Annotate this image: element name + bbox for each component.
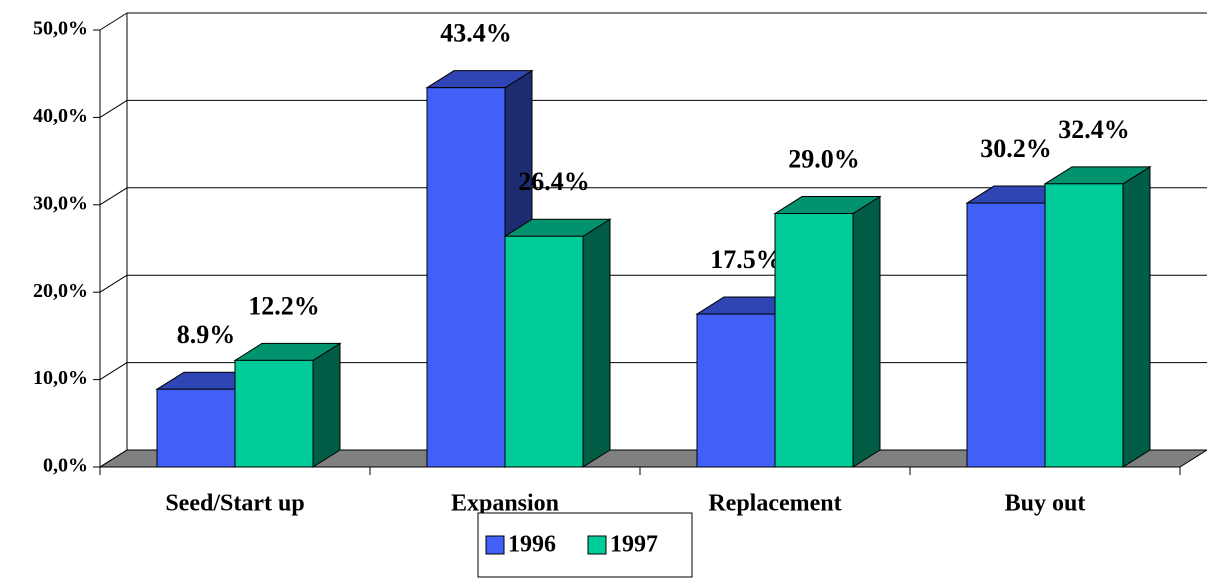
value-label: 17.5% [710,245,782,274]
value-label: 26.4% [518,167,590,196]
bar [504,235,584,468]
bar-side [1122,165,1151,468]
x-tick-label: Expansion [451,491,559,517]
bar-side [582,218,611,468]
grid-line-side [99,449,128,468]
grid-line-side [99,12,128,31]
legend-box [477,512,693,578]
value-label: 32.4% [1058,115,1130,144]
grid-line-side [99,274,128,293]
value-label: 29.0% [788,145,860,174]
value-label: 8.9% [177,320,236,349]
value-label: 43.4% [440,19,512,48]
bar [156,388,236,468]
value-label: 12.2% [248,291,320,320]
legend-label: 1996 [508,532,556,558]
x-tick-label: Replacement [708,491,841,517]
bar [966,202,1046,468]
value-label: 30.2% [980,134,1052,163]
bar-side [852,195,881,468]
bar [696,313,776,468]
y-tick-label: 40,0% [33,105,88,127]
bar [234,359,314,468]
bar [426,87,506,468]
y-tick-label: 30,0% [33,192,88,214]
legend-label: 1997 [610,532,658,558]
y-tick-label: 50,0% [33,18,88,40]
legend-swatch [485,535,505,555]
bar-side [312,342,341,468]
x-tick-label: Buy out [1005,491,1086,517]
y-tick-label: 0,0% [43,455,88,477]
legend-swatch [587,535,607,555]
grid-line-side [99,187,128,206]
bar [1044,183,1124,468]
bar [774,213,854,468]
y-tick-label: 20,0% [33,280,88,302]
y-tick-label: 10,0% [33,367,88,389]
grid-line-side [99,362,128,381]
grid-line-side [99,99,128,118]
x-tick-label: Seed/Start up [165,491,304,517]
